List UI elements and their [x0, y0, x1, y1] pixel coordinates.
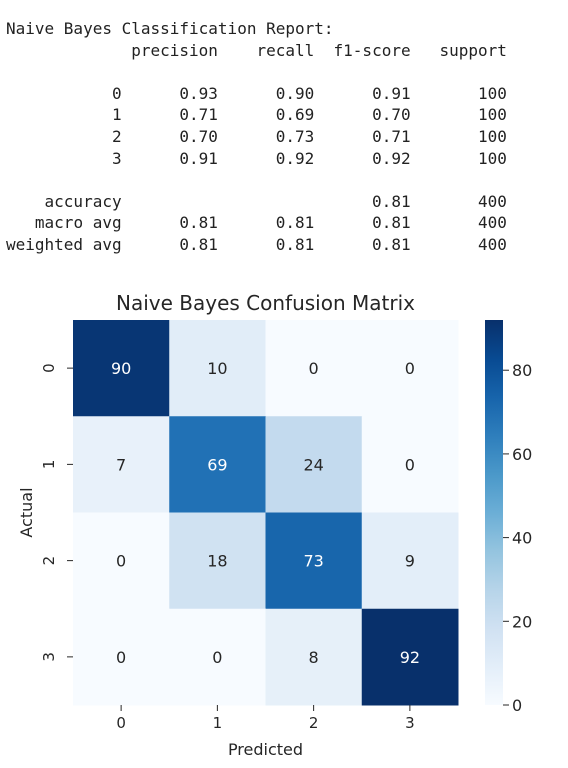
- cell-value-label: 73: [303, 552, 323, 571]
- cell-value-label: 0: [405, 359, 415, 378]
- heatmap-cell: [169, 512, 266, 610]
- report-cell: 0.93: [179, 83, 218, 103]
- report-cell: 0.81: [372, 213, 411, 233]
- classification-report: Naive Bayes Classification Report: preci…: [6, 18, 507, 256]
- colorbar-tick-label: 40: [512, 529, 532, 548]
- cell-value-label: 0: [309, 359, 319, 378]
- y-tick-label: 0: [40, 363, 58, 373]
- report-column-header: f1-score: [333, 40, 411, 60]
- x-tick-label: 2: [309, 714, 319, 732]
- report-column-header: precision: [131, 40, 218, 60]
- report-cell: 0.73: [275, 126, 315, 146]
- report-cell: 100: [478, 148, 507, 168]
- cell-value-label: 92: [400, 648, 420, 667]
- heatmap-cell: [169, 608, 266, 706]
- cell-value-label: 18: [207, 552, 227, 571]
- heatmap-cell: [361, 512, 459, 610]
- report-column-header: support: [439, 40, 507, 60]
- colorbar-tick-label: 20: [512, 612, 532, 631]
- report-cell: 0.81: [372, 191, 411, 211]
- report-column-header: recall: [256, 40, 315, 60]
- colorbar-tick-label: 0: [512, 696, 522, 715]
- report-cell: 400: [478, 213, 507, 233]
- report-cell: 0.81: [179, 213, 218, 233]
- report-cell: 0.81: [275, 213, 315, 233]
- x-tick-label: 3: [405, 714, 415, 732]
- report-row-label: 2: [111, 126, 122, 146]
- report-row-label: 3: [111, 148, 122, 168]
- report-cell: 0.69: [275, 105, 315, 125]
- report-row-label: macro avg: [34, 213, 122, 233]
- heatmap-cell: [361, 608, 459, 706]
- heatmap-cell: [73, 416, 170, 513]
- report-cell: 0.92: [372, 148, 411, 168]
- heatmap-cell: [265, 608, 363, 706]
- cell-value-label: 24: [303, 455, 323, 474]
- report-cell: 0.81: [275, 234, 315, 254]
- heatmap-cell: [73, 320, 170, 417]
- cell-value-label: 90: [111, 359, 131, 378]
- report-cell: 0.81: [372, 234, 411, 254]
- report-cell: 0.70: [372, 105, 411, 125]
- x-axis-label: Predicted: [228, 740, 303, 759]
- y-tick-label: 1: [40, 460, 58, 470]
- heatmap-cell: [169, 320, 266, 417]
- report-cell: 100: [478, 126, 507, 146]
- y-tick-label: 3: [40, 652, 58, 662]
- cell-value-label: 9: [405, 552, 415, 571]
- report-cell: 100: [478, 105, 507, 125]
- heatmap-cell: [73, 512, 170, 610]
- report-cell: 0.71: [179, 105, 218, 125]
- x-tick-label: 0: [116, 714, 126, 732]
- report-cell: 100: [478, 83, 507, 103]
- report-title: Naive Bayes Classification Report:: [6, 19, 334, 38]
- report-cell: 0.70: [179, 126, 218, 146]
- y-axis-label: Actual: [17, 487, 36, 537]
- report-cell: 0.81: [179, 234, 218, 254]
- heatmap-cell: [265, 320, 363, 417]
- cell-value-label: 0: [212, 648, 222, 667]
- report-row-label: weighted avg: [6, 234, 122, 254]
- colorbar-tick-label: 60: [512, 445, 532, 464]
- chart-title: Naive Bayes Confusion Matrix: [116, 291, 415, 315]
- y-tick-label: 2: [40, 556, 58, 566]
- heatmap-cell: [265, 416, 363, 513]
- report-cell: 0.71: [372, 126, 411, 146]
- report-cell: 0.92: [275, 148, 315, 168]
- cell-value-label: 0: [116, 552, 126, 571]
- report-row-label: 0: [111, 83, 122, 103]
- cell-value-label: 8: [309, 648, 319, 667]
- heatmap-cell: [361, 416, 459, 513]
- report-cell: 400: [478, 191, 507, 211]
- heatmap-cell: [73, 608, 170, 706]
- report-row-label: 1: [111, 105, 122, 125]
- cell-value-label: 69: [207, 455, 227, 474]
- report-cell: 0.90: [275, 83, 315, 103]
- cell-value-label: 7: [116, 455, 126, 474]
- colorbar: [485, 320, 503, 705]
- report-cell: 0.91: [179, 148, 218, 168]
- cell-value-label: 0: [116, 648, 126, 667]
- heatmap-cell: [169, 416, 266, 513]
- cell-value-label: 10: [207, 359, 227, 378]
- report-row-label: accuracy: [44, 191, 122, 211]
- heatmap-cell: [265, 512, 363, 610]
- colorbar-tick-label: 80: [512, 361, 532, 380]
- x-tick-label: 1: [213, 714, 223, 732]
- heatmap-cell: [361, 320, 459, 417]
- cell-value-label: 0: [405, 455, 415, 474]
- report-cell: 0.91: [372, 83, 411, 103]
- report-cell: 400: [478, 234, 507, 254]
